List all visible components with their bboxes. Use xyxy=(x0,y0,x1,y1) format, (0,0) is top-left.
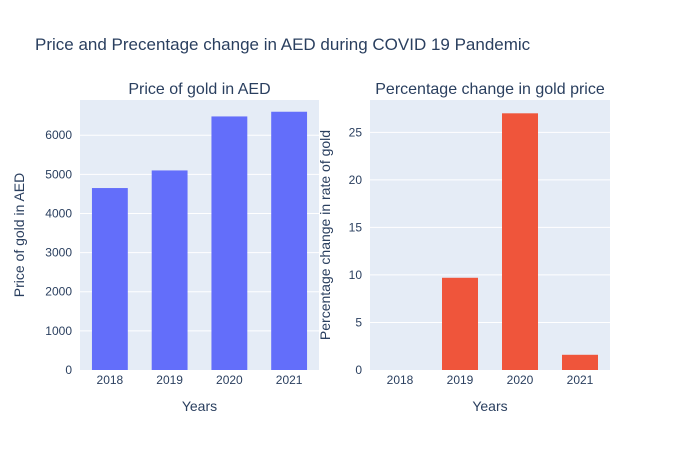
x-axis-title: Years xyxy=(182,398,217,414)
y-tick-label: 0 xyxy=(355,363,362,377)
bar-2021 xyxy=(271,111,308,370)
y-tick-label: 1000 xyxy=(45,324,72,338)
bar-2019 xyxy=(151,170,188,370)
y-tick-label: 2000 xyxy=(45,285,72,299)
y-tick-label: 25 xyxy=(349,125,363,139)
plot-background xyxy=(370,100,610,370)
y-tick-label: 0 xyxy=(65,363,72,377)
y-tick-label: 10 xyxy=(349,268,363,282)
y-axis-title: Price of gold in AED xyxy=(11,173,27,298)
x-tick-label: 2019 xyxy=(156,373,183,387)
bar-2020 xyxy=(502,113,538,370)
bar-2019 xyxy=(442,277,478,370)
subplot-title: Percentage change in gold price xyxy=(375,81,605,98)
bar-2021 xyxy=(562,354,598,370)
bar-2020 xyxy=(211,116,248,370)
y-tick-label: 6000 xyxy=(45,128,72,142)
x-tick-label: 2021 xyxy=(276,373,303,387)
x-tick-label: 2018 xyxy=(387,373,414,387)
y-tick-label: 5 xyxy=(355,315,362,329)
y-tick-label: 15 xyxy=(349,220,363,234)
x-tick-label: 2019 xyxy=(447,373,474,387)
bar-2018 xyxy=(91,188,128,370)
y-tick-label: 5000 xyxy=(45,167,72,181)
y-tick-label: 3000 xyxy=(45,246,72,260)
x-tick-label: 2021 xyxy=(567,373,594,387)
x-tick-label: 2018 xyxy=(97,373,124,387)
subplot-title: Price of gold in AED xyxy=(128,81,270,98)
x-tick-label: 2020 xyxy=(216,373,243,387)
y-tick-label: 20 xyxy=(349,173,363,187)
subplot-2: 0 5 10 15 20 25 2018 2019 2020 2021 Percentage cha… xyxy=(317,81,610,414)
figure-title: Price and Precentage change in AED durin… xyxy=(35,35,531,54)
x-axis-title: Years xyxy=(472,398,507,414)
y-tick-label: 4000 xyxy=(45,206,72,220)
x-tick-label: 2020 xyxy=(507,373,534,387)
y-axis-title: Percentage change in rate of gold xyxy=(317,130,333,340)
subplot-1: 0 1000 2000 3000 4000 5000 6000 2018 2019 2020 202… xyxy=(11,81,319,414)
